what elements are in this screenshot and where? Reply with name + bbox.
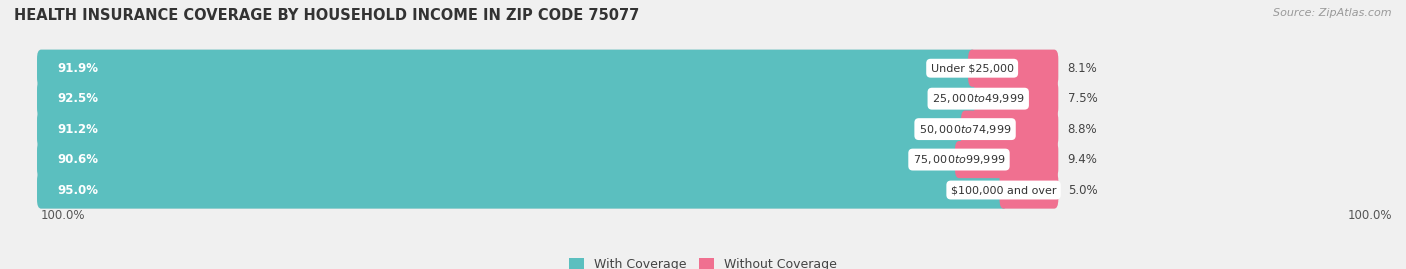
Text: 8.8%: 8.8% bbox=[1067, 123, 1097, 136]
FancyBboxPatch shape bbox=[37, 141, 963, 178]
Text: $25,000 to $49,999: $25,000 to $49,999 bbox=[932, 92, 1025, 105]
FancyBboxPatch shape bbox=[974, 80, 1059, 117]
Text: 95.0%: 95.0% bbox=[58, 183, 98, 197]
FancyBboxPatch shape bbox=[37, 141, 1059, 178]
FancyBboxPatch shape bbox=[962, 111, 1059, 148]
Text: 8.1%: 8.1% bbox=[1067, 62, 1098, 75]
Text: 9.4%: 9.4% bbox=[1067, 153, 1098, 166]
FancyBboxPatch shape bbox=[969, 50, 1059, 87]
FancyBboxPatch shape bbox=[955, 141, 1059, 178]
FancyBboxPatch shape bbox=[37, 50, 976, 87]
Text: Source: ZipAtlas.com: Source: ZipAtlas.com bbox=[1274, 8, 1392, 18]
Text: 100.0%: 100.0% bbox=[41, 209, 86, 222]
FancyBboxPatch shape bbox=[1000, 171, 1059, 208]
FancyBboxPatch shape bbox=[37, 111, 969, 148]
Text: 92.5%: 92.5% bbox=[58, 92, 98, 105]
Text: 91.2%: 91.2% bbox=[58, 123, 98, 136]
Text: Under $25,000: Under $25,000 bbox=[931, 63, 1014, 73]
FancyBboxPatch shape bbox=[37, 171, 1008, 208]
Text: $50,000 to $74,999: $50,000 to $74,999 bbox=[920, 123, 1011, 136]
Text: HEALTH INSURANCE COVERAGE BY HOUSEHOLD INCOME IN ZIP CODE 75077: HEALTH INSURANCE COVERAGE BY HOUSEHOLD I… bbox=[14, 8, 640, 23]
Text: $100,000 and over: $100,000 and over bbox=[950, 185, 1056, 195]
Text: 7.5%: 7.5% bbox=[1067, 92, 1098, 105]
Legend: With Coverage, Without Coverage: With Coverage, Without Coverage bbox=[564, 253, 842, 269]
FancyBboxPatch shape bbox=[37, 171, 1059, 208]
FancyBboxPatch shape bbox=[37, 80, 983, 117]
Text: 91.9%: 91.9% bbox=[58, 62, 98, 75]
Text: 100.0%: 100.0% bbox=[1347, 209, 1392, 222]
FancyBboxPatch shape bbox=[37, 80, 1059, 117]
Text: 90.6%: 90.6% bbox=[58, 153, 98, 166]
FancyBboxPatch shape bbox=[37, 111, 1059, 148]
FancyBboxPatch shape bbox=[37, 50, 1059, 87]
Text: 5.0%: 5.0% bbox=[1067, 183, 1097, 197]
Text: $75,000 to $99,999: $75,000 to $99,999 bbox=[912, 153, 1005, 166]
